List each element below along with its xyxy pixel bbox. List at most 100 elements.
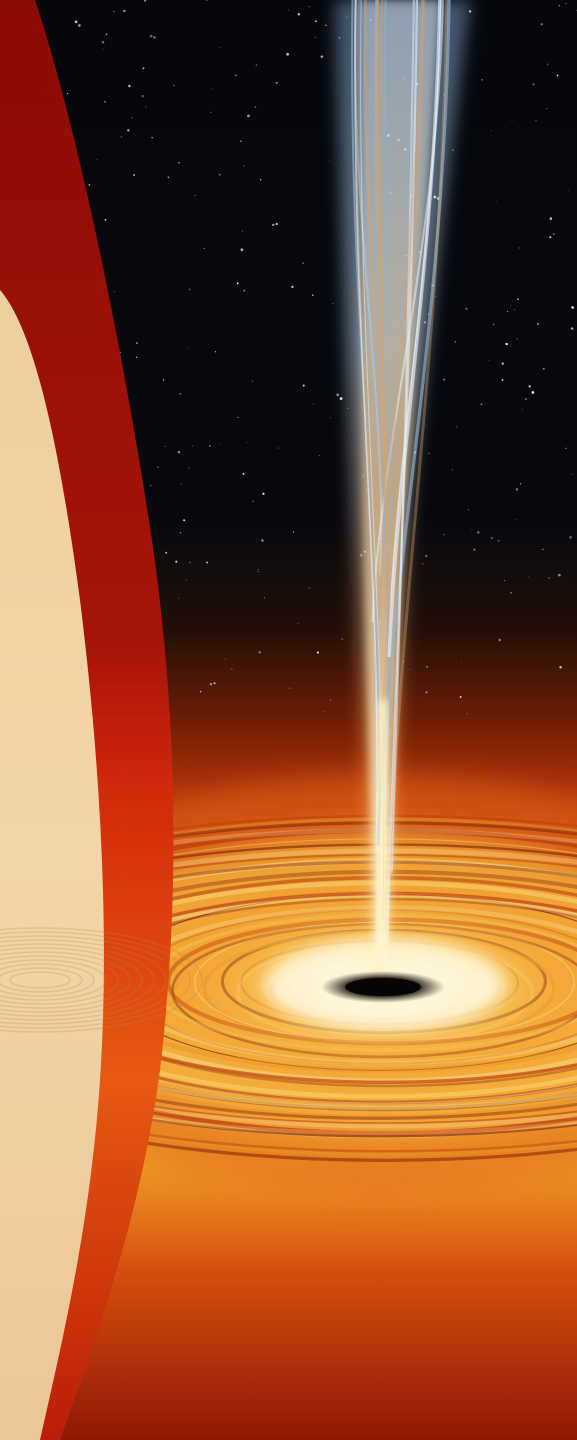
star: [209, 682, 213, 686]
star: [548, 577, 550, 579]
star: [205, 0, 208, 1]
star: [435, 295, 437, 297]
star: [316, 651, 319, 654]
star: [257, 568, 259, 570]
star: [565, 447, 567, 449]
star: [162, 379, 165, 381]
star: [347, 407, 349, 409]
star: [515, 488, 518, 491]
curved-side-panel: [0, 0, 203, 1440]
star: [127, 129, 130, 132]
star: [255, 64, 258, 66]
jet-streak: [374, 0, 390, 827]
star: [323, 710, 324, 712]
star: [104, 101, 106, 103]
jet-streak: [388, 0, 415, 538]
star: [571, 306, 574, 309]
star: [504, 580, 505, 582]
star: [252, 500, 254, 503]
star: [224, 658, 226, 660]
star: [240, 248, 244, 252]
star: [314, 36, 317, 39]
star: [218, 47, 220, 48]
star: [570, 327, 574, 330]
star: [149, 34, 153, 38]
star: [240, 140, 242, 142]
star: [288, 9, 290, 11]
panel-swirl-line: [0, 943, 155, 1017]
star: [459, 696, 462, 698]
star: [231, 668, 233, 670]
jet-streak: [354, 0, 379, 853]
star: [104, 219, 107, 221]
star: [78, 24, 81, 27]
star: [291, 285, 294, 289]
star: [308, 6, 310, 8]
star: [272, 223, 275, 227]
star: [187, 347, 189, 349]
panel-swirl-line: [0, 967, 83, 993]
star: [528, 576, 529, 577]
jet-streak: [376, 0, 384, 527]
star: [219, 442, 221, 444]
star: [452, 149, 454, 151]
star: [425, 423, 427, 425]
star: [275, 222, 278, 226]
star: [521, 408, 523, 410]
star: [133, 174, 135, 176]
star: [510, 592, 512, 594]
star: [297, 622, 299, 624]
star: [241, 230, 243, 232]
star: [164, 446, 166, 448]
star: [341, 638, 343, 640]
star: [514, 309, 515, 310]
star: [241, 251, 243, 253]
star: [569, 535, 572, 539]
star: [144, 0, 147, 2]
jet-streak: [387, 0, 442, 658]
star: [131, 117, 133, 119]
star: [492, 323, 495, 326]
star: [286, 52, 289, 56]
star: [235, 501, 237, 502]
star: [236, 282, 239, 285]
star: [181, 483, 182, 485]
star: [402, 661, 404, 663]
jet-streak: [363, 0, 388, 612]
star: [157, 466, 159, 468]
star: [471, 529, 472, 530]
star: [203, 247, 205, 249]
star: [177, 450, 181, 454]
panel-swirl-line: [0, 959, 107, 1001]
star: [150, 484, 152, 486]
star: [302, 384, 305, 387]
star: [565, 3, 567, 5]
star: [105, 33, 108, 36]
star: [128, 84, 131, 88]
star: [505, 342, 508, 346]
star: [113, 11, 115, 12]
star: [329, 699, 332, 701]
star: [490, 130, 492, 132]
star: [261, 539, 264, 542]
star: [135, 342, 138, 345]
star: [141, 95, 144, 98]
star: [480, 403, 482, 405]
star: [451, 469, 453, 471]
star: [443, 378, 446, 381]
star: [194, 194, 196, 196]
star: [476, 531, 480, 534]
star: [145, 106, 147, 108]
star: [467, 509, 470, 511]
star: [292, 531, 295, 533]
star: [66, 92, 69, 95]
star: [339, 397, 343, 400]
panel-swirl-line: [0, 947, 143, 1013]
star: [466, 713, 468, 715]
star: [102, 48, 104, 50]
star: [178, 597, 180, 599]
star: [251, 380, 254, 382]
star: [518, 247, 520, 249]
panel-swirl-line: [0, 955, 119, 1005]
panel-swirl-line: [0, 963, 95, 997]
